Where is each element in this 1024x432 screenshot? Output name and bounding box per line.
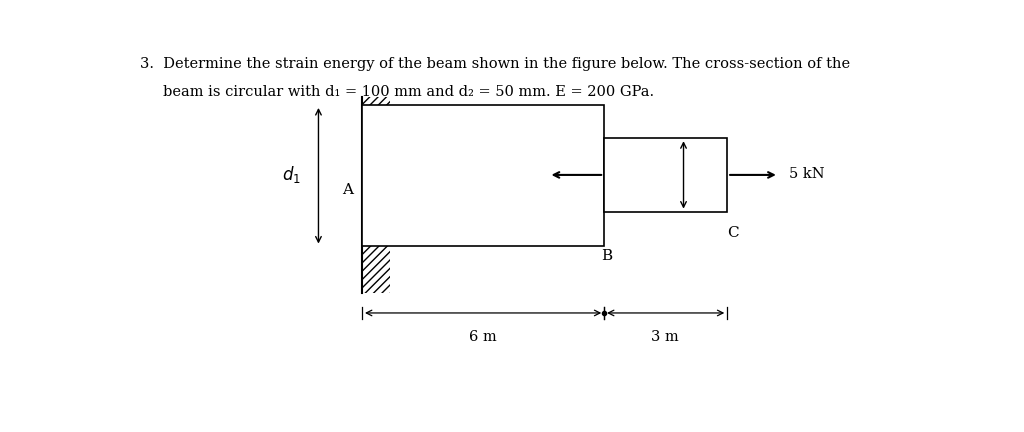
Text: B: B <box>601 249 612 264</box>
Text: 3 m: 3 m <box>651 330 679 343</box>
Text: C: C <box>727 226 738 240</box>
Text: 5 kN: 5 kN <box>790 167 824 181</box>
Text: 3.  Determine the strain energy of the beam shown in the figure below. The cross: 3. Determine the strain energy of the be… <box>140 57 850 71</box>
Bar <box>604 138 727 212</box>
Text: $d_2$: $d_2$ <box>645 165 664 185</box>
Text: beam is circular with d₁ = 100 mm and d₂ = 50 mm. E = 200 GPa.: beam is circular with d₁ = 100 mm and d₂… <box>140 85 654 99</box>
Bar <box>362 97 390 293</box>
Text: 10 kN: 10 kN <box>464 167 509 181</box>
Bar <box>362 105 604 246</box>
Text: $d_1$: $d_1$ <box>282 165 301 185</box>
Text: A: A <box>342 183 353 197</box>
Text: 6 m: 6 m <box>469 330 497 343</box>
